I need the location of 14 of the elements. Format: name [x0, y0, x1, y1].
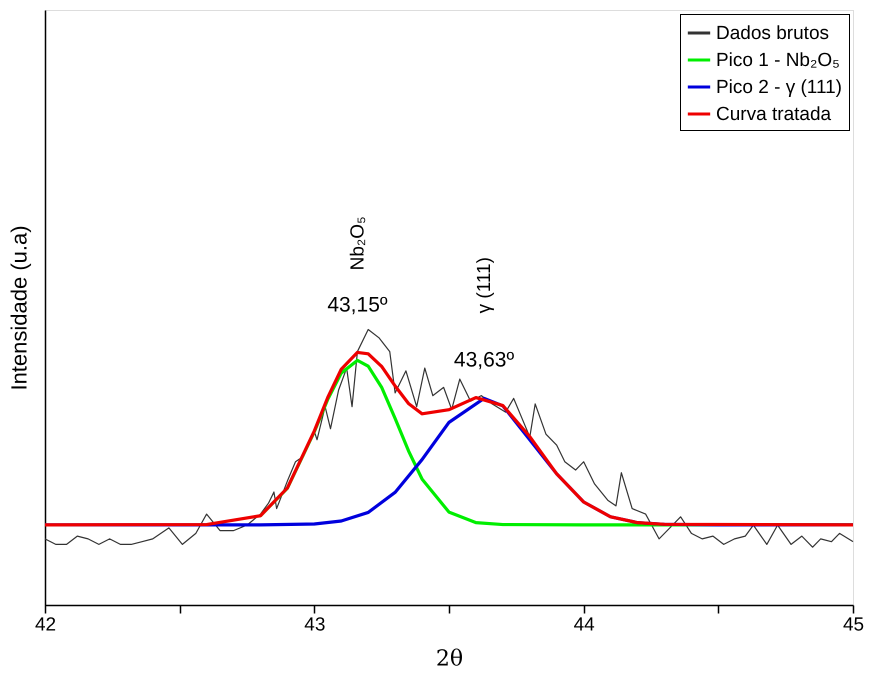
x-tick-label: 43: [304, 614, 326, 636]
legend-label: Pico 2 - γ (111): [716, 77, 842, 98]
x-tick-label: 44: [574, 614, 596, 636]
x-tick-label: 42: [34, 614, 56, 636]
legend-label: Pico 1 - Nb₂O₅: [716, 50, 840, 71]
legend-label: Curva tratada: [716, 104, 832, 125]
text: γ (111): [474, 257, 496, 314]
x-axis-title: 2θ: [436, 646, 464, 672]
x-tick-label: 45: [842, 614, 864, 636]
annotation: 43,63º: [454, 348, 514, 372]
text: Nb₂O₅: [347, 216, 368, 270]
text: 43,15º: [327, 293, 388, 316]
legend-label: Dados brutos: [716, 23, 830, 44]
y-axis-title: Intensidade (u.a): [6, 225, 32, 391]
